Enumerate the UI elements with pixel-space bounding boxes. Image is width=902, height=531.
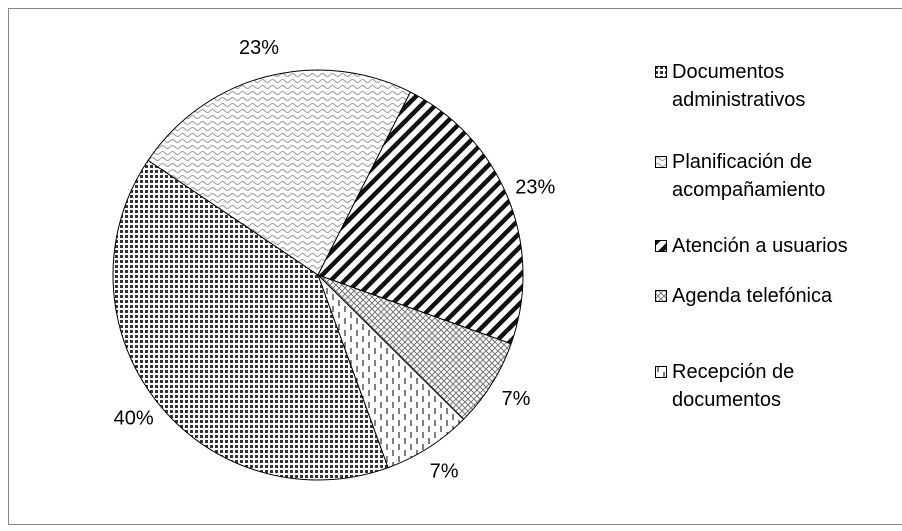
pie-slice — [317, 91, 524, 345]
legend-swatch — [655, 240, 667, 252]
legend-swatch — [655, 66, 667, 78]
data-label: 7% — [430, 460, 459, 482]
legend-swatch — [655, 156, 667, 168]
legend-item: Atención a usuarios — [655, 232, 895, 260]
data-label: 40% — [114, 407, 154, 429]
legend-item: Recepción de documentos — [655, 358, 895, 414]
chart-border — [8, 8, 902, 525]
pie-slice — [317, 274, 465, 469]
legend-label: Planificación de acompañamiento — [672, 151, 826, 201]
legend-item: Planificación de acompañamiento — [655, 148, 895, 204]
legend-label: Agenda telefónica — [672, 285, 833, 307]
legend-item: Documentos administrativos — [655, 58, 895, 114]
pie-slice — [112, 159, 389, 481]
data-label: 23% — [515, 176, 555, 198]
slices — [112, 69, 524, 481]
legend-label: Recepción de documentos — [672, 361, 795, 411]
data-label: 23% — [239, 37, 279, 59]
legend-item: Agenda telefónica — [655, 282, 895, 310]
legend-swatch — [655, 290, 667, 302]
legend-label: Atención a usuarios — [672, 235, 848, 257]
legend-swatch — [655, 366, 667, 378]
data-label: 7% — [502, 388, 531, 410]
legend-label: Documentos administrativos — [672, 61, 806, 111]
pie-slice — [147, 69, 412, 276]
